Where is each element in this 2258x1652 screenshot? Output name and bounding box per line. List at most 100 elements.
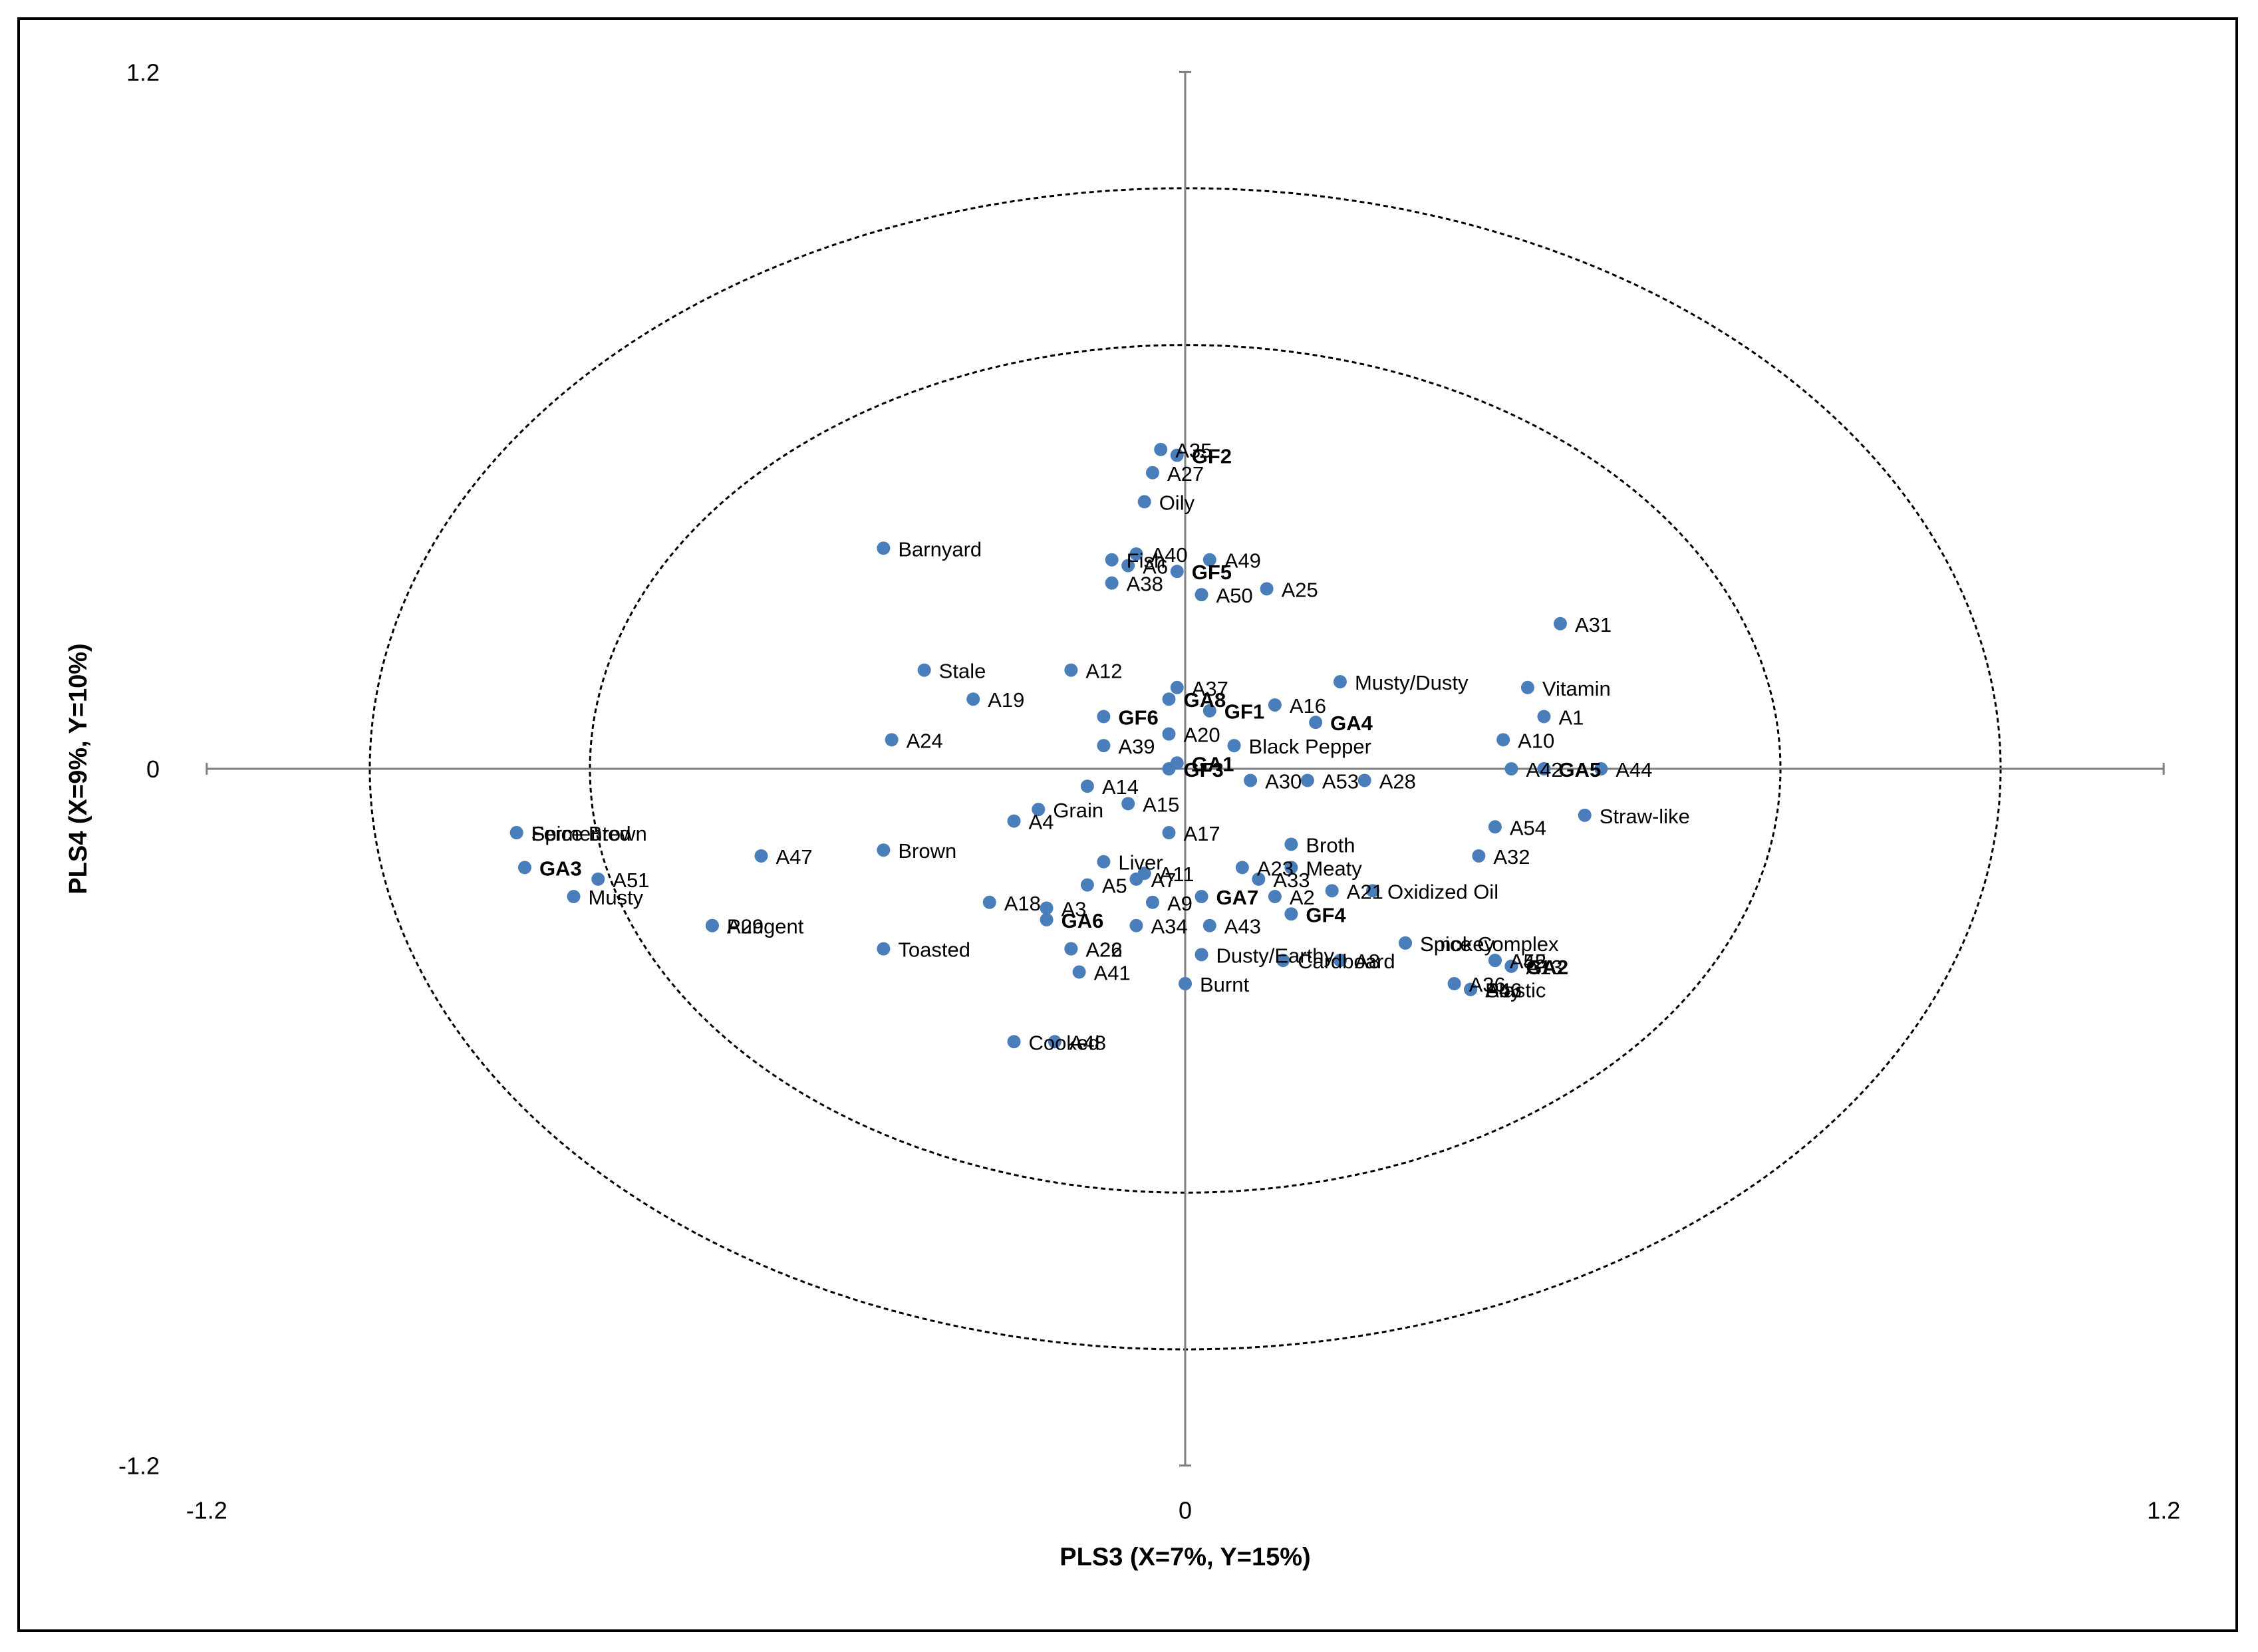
point-label: GA5 (1558, 758, 1601, 781)
data-point (1357, 773, 1371, 787)
data-point (1268, 890, 1282, 904)
data-point (1105, 576, 1119, 590)
data-point (1202, 918, 1216, 932)
data-point (1260, 582, 1274, 596)
point-label: A54 (1510, 816, 1546, 839)
data-point (982, 895, 996, 909)
point-label: Liver (1118, 851, 1163, 875)
data-points (509, 442, 1608, 1049)
data-point (1284, 907, 1298, 921)
data-point (1333, 675, 1347, 689)
point-label: A32 (1493, 845, 1530, 869)
data-point (1325, 884, 1339, 898)
data-point (1578, 808, 1592, 822)
point-label: A40 (1151, 543, 1187, 567)
point-label: A26 (1085, 938, 1122, 962)
point-label: Brown (898, 839, 956, 863)
data-point (1276, 954, 1290, 968)
point-label: Spice Brown (531, 822, 647, 845)
point-label: A35 (1175, 439, 1212, 462)
data-point (591, 872, 605, 886)
data-point (1129, 547, 1143, 561)
data-point (1170, 680, 1184, 694)
point-label: A42 (1526, 758, 1562, 781)
data-point (1007, 1035, 1021, 1049)
data-point (1032, 803, 1046, 817)
point-label: A34 (1151, 915, 1187, 938)
point-label: Cooked (1029, 1031, 1100, 1054)
point-label: A11 (1159, 863, 1195, 886)
data-point (1040, 901, 1054, 915)
data-point (1195, 588, 1208, 602)
point-label: Spice Complex (1420, 932, 1559, 956)
point-label: A27 (1167, 462, 1204, 485)
point-label: A12 (1085, 660, 1122, 683)
data-point (754, 849, 768, 863)
data-point (517, 861, 531, 875)
point-label: Musty/Dusty (1355, 671, 1469, 694)
data-point (1537, 710, 1551, 724)
y-tick-label: -1.2 (118, 1452, 160, 1480)
data-point (1553, 617, 1567, 630)
point-label: GA6 (1061, 909, 1104, 932)
point-label: A13 (1526, 956, 1562, 979)
point-label: A9 (1167, 892, 1193, 915)
data-point (1195, 890, 1208, 904)
data-point (1235, 861, 1249, 875)
data-point (1097, 855, 1111, 869)
point-label: A10 (1518, 729, 1554, 752)
y-axis-title: PLS4 (X=9%, Y=10%) (65, 643, 92, 894)
point-label: A41 (1094, 962, 1131, 985)
point-label: Grain (1053, 799, 1103, 822)
point-label: Toasted (898, 938, 970, 962)
data-point (1040, 912, 1054, 926)
data-point (1202, 553, 1216, 567)
point-label: A49 (1224, 549, 1261, 573)
x-axis-title: PLS3 (X=7%, Y=15%) (1059, 1544, 1310, 1572)
point-label: A37 (1192, 677, 1228, 700)
point-label: A1 (1558, 706, 1584, 729)
data-point (1162, 692, 1176, 706)
data-point (1504, 762, 1518, 775)
point-label: Black Pepper (1249, 735, 1371, 758)
data-point (966, 692, 980, 706)
data-point (1097, 710, 1111, 724)
point-label: A45 (1510, 950, 1546, 973)
data-point (1488, 820, 1502, 834)
point-label: GA8 (1183, 688, 1226, 712)
point-label: A33 (1273, 869, 1310, 892)
point-label: A25 (1282, 578, 1318, 601)
point-label: A48 (1069, 1031, 1106, 1054)
data-point (1145, 466, 1159, 480)
data-point (1007, 814, 1021, 828)
data-point (1064, 663, 1078, 677)
point-label: A53 (1322, 769, 1359, 793)
point-label: A39 (1118, 735, 1155, 758)
data-point (705, 918, 719, 932)
point-label: A14 (1102, 775, 1139, 799)
point-label: A17 (1183, 822, 1220, 845)
point-label: Fermented (531, 822, 631, 845)
x-tick-label: 1.2 (2147, 1497, 2180, 1524)
data-point (1520, 680, 1534, 694)
point-label: A29 (727, 915, 764, 938)
point-label: Oxidized Oil (1387, 880, 1498, 903)
x-tick-label: -1.2 (186, 1497, 227, 1524)
data-point (1162, 762, 1176, 775)
point-label: Dusty/Earthy (1216, 944, 1335, 967)
point-label: Broth (1306, 833, 1355, 857)
point-label: A24 (907, 729, 943, 752)
point-label: A2 (1290, 886, 1315, 909)
point-label: A46 (1485, 979, 1522, 1002)
point-label: A50 (1216, 584, 1253, 607)
data-point (1145, 895, 1159, 909)
point-label: GF1 (1224, 700, 1264, 724)
data-point (1309, 716, 1323, 730)
data-point (1447, 977, 1461, 991)
data-point (1464, 982, 1478, 996)
point-label: A19 (988, 688, 1024, 712)
data-point (1170, 448, 1184, 462)
point-label: A28 (1379, 769, 1416, 793)
